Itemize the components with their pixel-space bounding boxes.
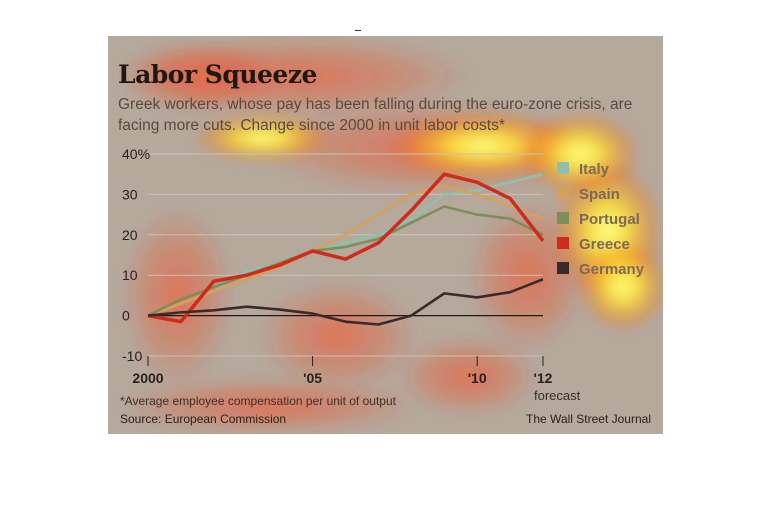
- x-tick-label: 2000: [132, 370, 163, 386]
- legend: Italy Spain Portugal Greece Germany: [557, 161, 645, 278]
- series-lines: [147, 172, 545, 326]
- y-tick-label: 0: [122, 308, 130, 324]
- series-line-portugal: [147, 205, 544, 317]
- source-note: Source: European Commission: [120, 412, 287, 426]
- series-line-germany: [147, 278, 544, 326]
- footnote: *Average employee compensation per unit …: [120, 394, 396, 408]
- credit: The Wall Street Journal: [526, 412, 651, 426]
- series-line-spain: [147, 185, 544, 317]
- x-tick-label: '10: [468, 370, 487, 386]
- y-tick-label: 10: [122, 267, 138, 283]
- legend-label-germany: Germany: [579, 261, 645, 278]
- legend-label-spain: Spain: [579, 186, 620, 203]
- x-tick-label: '12: [534, 370, 553, 386]
- chart-title: Labor Squeeze: [118, 60, 317, 89]
- legend-label-italy: Italy: [579, 161, 610, 178]
- series-line-greece: [147, 172, 545, 324]
- x-tick-label: '05: [303, 370, 322, 386]
- legend-swatch-spain: [557, 187, 569, 199]
- y-tick-label: 30: [122, 186, 138, 202]
- legend-label-greece: Greece: [579, 236, 630, 253]
- legend-swatch-greece: [557, 237, 569, 249]
- heatmap-overlay: [108, 36, 663, 434]
- legend-swatch-portugal: [557, 212, 569, 224]
- stray-mark: [355, 30, 361, 31]
- line-chart: 40% 30 20 10 0 -10 2000 '05 '10 '12 forecast Ital…: [122, 146, 645, 403]
- legend-swatch-italy: [557, 162, 569, 174]
- legend-swatch-germany: [557, 262, 569, 274]
- forecast-label: forecast: [534, 388, 581, 403]
- legend-label-portugal: Portugal: [579, 211, 640, 228]
- chart-card: Labor Squeeze Greek workers, whose pay h…: [108, 36, 663, 434]
- chart-subtitle: Greek workers, whose pay has been fallin…: [118, 96, 633, 134]
- y-tick-label: 40%: [122, 146, 150, 162]
- y-axis-ticks: 40% 30 20 10 0 -10: [122, 146, 150, 364]
- x-axis-ticks: 2000 '05 '10 '12 forecast: [132, 356, 581, 403]
- y-tick-label: -10: [122, 348, 142, 364]
- y-tick-label: 20: [122, 227, 138, 243]
